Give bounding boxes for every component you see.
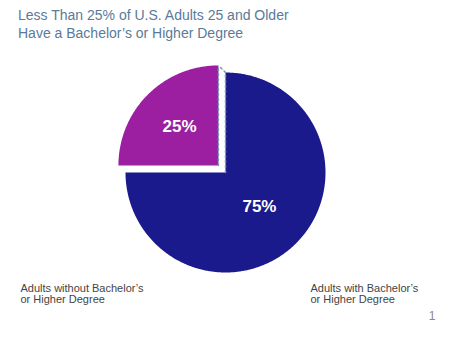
svg-text:25%: 25%	[163, 117, 197, 136]
svg-text:Adults without Bachelor’sor Hi: Adults without Bachelor’sor Higher Degre…	[21, 282, 145, 305]
svg-text:75%: 75%	[242, 197, 276, 216]
svg-text:Adults with Bachelor’sor Highe: Adults with Bachelor’sor Higher Degree	[311, 282, 419, 305]
svg-text:1: 1	[429, 309, 436, 323]
html-text:Less Than 25% of U.S. Adults 2: Less Than 25% of U.S. Adults 25 and Olde…	[18, 7, 289, 41]
